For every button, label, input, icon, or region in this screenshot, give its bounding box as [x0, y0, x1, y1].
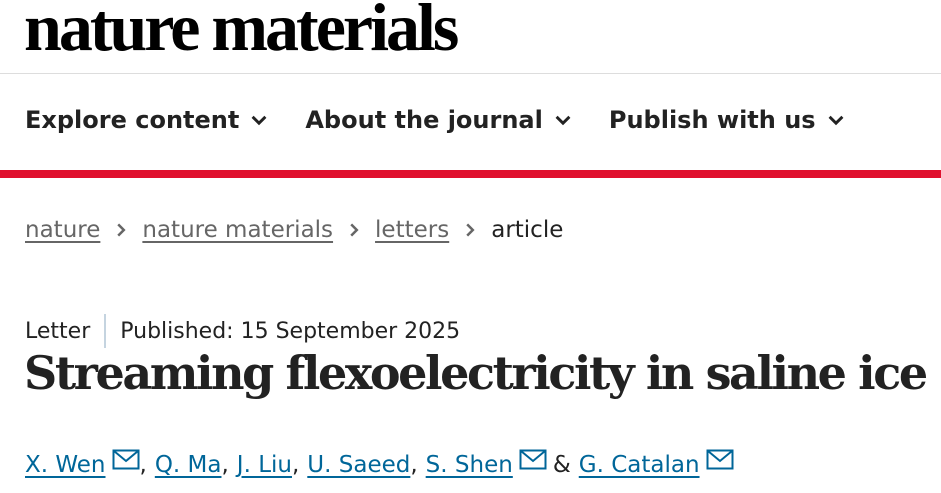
chevron	[350, 223, 359, 237]
chevron	[251, 115, 267, 126]
chevron	[117, 223, 126, 237]
author-separator: ,	[139, 452, 147, 478]
email-icon[interactable]	[706, 449, 734, 471]
email-icon[interactable]	[112, 449, 140, 471]
divider	[0, 73, 941, 74]
main-nav: Explore content About the journal Publish …	[25, 106, 844, 134]
chevron	[466, 223, 475, 237]
nav-item[interactable]: Explore content	[25, 106, 267, 134]
author-link[interactable]: Q. Ma	[154, 452, 222, 478]
author-separator: ,	[410, 452, 418, 478]
published-date: 15 September 2025	[240, 318, 461, 344]
breadcrumbs: nature nature materials letters article	[25, 217, 563, 243]
nav-item[interactable]: Publish with us	[609, 106, 844, 134]
nav-label[interactable]: Publish with us	[608, 106, 816, 134]
article-type: Letter	[25, 318, 91, 344]
author-link[interactable]: U. Saeed	[307, 452, 411, 478]
author-link[interactable]: G. Catalan	[578, 452, 700, 478]
accent-bar	[0, 170, 941, 178]
published-label: Published:	[120, 318, 234, 344]
breadcrumb[interactable]: nature	[25, 217, 101, 243]
breadcrumb: article	[491, 217, 564, 243]
nav-item[interactable]: About the journal	[305, 106, 571, 134]
author-separator: &	[552, 452, 571, 478]
article-title: Streaming flexoelectricity in saline ice	[24, 346, 928, 400]
article-meta: Letter Published: 15 September 2025	[25, 314, 460, 348]
meta-separator	[104, 314, 107, 348]
nav-label[interactable]: Explore content	[25, 106, 240, 134]
author-link[interactable]: S. Shen	[425, 452, 513, 478]
author-link[interactable]: X. Wen	[25, 452, 106, 478]
author-separator: ,	[221, 452, 229, 478]
breadcrumb[interactable]: nature materials	[142, 217, 334, 243]
author-link[interactable]: J. Liu	[236, 452, 292, 478]
author-list: X. Wen, Q. Ma, J. Liu, U. Saeed, S. Shen & G. …	[25, 449, 734, 478]
chevron	[555, 115, 571, 126]
chevron	[828, 115, 843, 126]
journal-logo[interactable]: nature materials	[24, 0, 459, 65]
author-separator: ,	[291, 452, 300, 478]
nav-label[interactable]: About the journal	[305, 106, 543, 134]
breadcrumb[interactable]: letters	[375, 217, 450, 243]
email-icon[interactable]	[519, 449, 547, 471]
